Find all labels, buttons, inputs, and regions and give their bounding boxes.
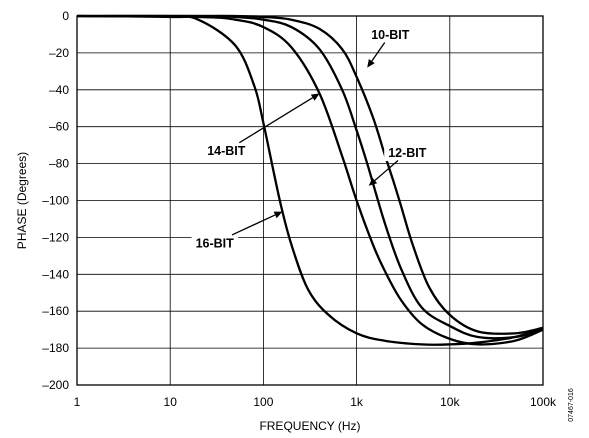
x-tick-label: 1k <box>350 395 364 409</box>
series-line-16-bit <box>76 14 544 346</box>
series-line-10-bit <box>76 14 544 335</box>
annotation-arrow-line <box>371 42 386 62</box>
label-background <box>367 26 414 43</box>
annotation-arrow-line <box>374 160 399 182</box>
annotation-arrow-line <box>231 214 276 236</box>
annotation-arrowhead <box>367 59 375 68</box>
annotations: 10-BIT 12-BIT 14-BIT 16-BIT <box>191 26 431 252</box>
series-label: 12-BIT <box>388 146 427 160</box>
series-label: 16-BIT <box>196 236 235 250</box>
annotation-arrowhead <box>310 93 320 101</box>
annotation-arrow-line <box>239 97 314 144</box>
y-tick-label: –40 <box>49 83 69 97</box>
label-background <box>191 235 239 252</box>
x-tick-label: 10 <box>164 395 178 409</box>
x-tick-label: 100k <box>530 395 557 409</box>
x-tick-labels: 1 10 100 1k 10k 100k <box>74 395 557 409</box>
y-tick-label: –100 <box>42 194 69 208</box>
annotation-arrowhead <box>368 177 378 186</box>
series-label: 10-BIT <box>371 28 410 42</box>
x-tick-label: 100 <box>253 395 273 409</box>
y-tick-label: –140 <box>42 267 69 281</box>
y-tick-label: –20 <box>49 46 69 60</box>
x-tick-label: 10k <box>440 395 460 409</box>
series-label: 14-BIT <box>207 144 246 158</box>
x-tick-label: 1 <box>74 395 81 409</box>
y-tick-label: –120 <box>42 230 69 244</box>
y-tick-label: –80 <box>49 157 69 171</box>
y-tick-label: –200 <box>42 378 69 392</box>
y-tick-label: –160 <box>42 304 69 318</box>
series-line-12-bit <box>76 14 544 340</box>
series-line-14-bit <box>76 14 544 346</box>
curves <box>76 14 544 346</box>
y-tick-labels: 0 –20 –40 –60 –80 –100 –120 –140 –160 –180 –200 <box>42 9 69 392</box>
y-tick-label: 0 <box>62 9 69 23</box>
label-background <box>203 143 250 160</box>
x-axis-title: FREQUENCY (Hz) <box>259 419 360 433</box>
label-background <box>384 145 431 162</box>
figure-code: 07467-016 <box>568 388 575 422</box>
y-tick-label: –180 <box>42 341 69 355</box>
y-axis-title: PHASE (Degrees) <box>15 152 29 249</box>
annotation-arrowhead <box>273 211 283 219</box>
plot-frame <box>76 15 544 386</box>
y-tick-label: –60 <box>49 120 69 134</box>
